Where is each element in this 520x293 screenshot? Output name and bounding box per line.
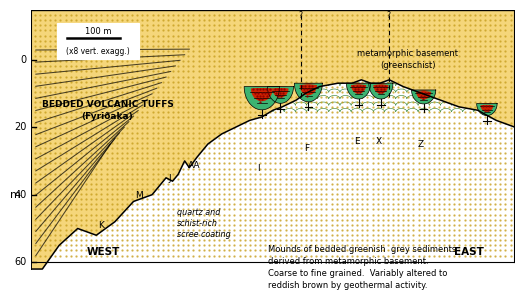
Text: 0: 0 — [20, 54, 27, 64]
Polygon shape — [351, 83, 366, 94]
Text: F: F — [304, 144, 309, 153]
Polygon shape — [31, 10, 515, 110]
Text: AA: AA — [187, 161, 200, 170]
Text: X: X — [375, 137, 382, 146]
Polygon shape — [244, 86, 280, 110]
Text: EAST: EAST — [454, 247, 484, 257]
Text: 20: 20 — [14, 122, 27, 132]
Polygon shape — [294, 83, 322, 102]
Text: 40: 40 — [15, 190, 27, 200]
Polygon shape — [416, 90, 431, 100]
Text: Z: Z — [417, 140, 423, 149]
Text: m: m — [10, 190, 21, 200]
Polygon shape — [272, 86, 289, 98]
Text: quartz and
schist-rich
scree coating: quartz and schist-rich scree coating — [177, 208, 231, 239]
Text: M: M — [135, 191, 143, 200]
Polygon shape — [267, 86, 293, 103]
Text: K: K — [98, 222, 104, 231]
Text: (x8 vert. exagg.): (x8 vert. exagg.) — [66, 47, 130, 56]
Text: ?: ? — [386, 11, 391, 20]
Text: ?: ? — [298, 11, 302, 20]
Polygon shape — [477, 103, 497, 115]
Polygon shape — [346, 83, 371, 99]
Polygon shape — [480, 103, 493, 112]
Polygon shape — [411, 90, 436, 104]
Text: J: J — [169, 174, 172, 183]
Text: Mounds of bedded greenish  grey sediments
derived from metamorphic basement.
Coa: Mounds of bedded greenish grey sediments… — [268, 246, 457, 290]
Text: E: E — [354, 137, 359, 146]
Polygon shape — [31, 10, 515, 269]
Text: 100 m: 100 m — [85, 27, 111, 36]
Text: BEDDED VOLCANIC TUFFS
(Fyriðaka): BEDDED VOLCANIC TUFFS (Fyriðaka) — [42, 100, 173, 121]
Text: metamorphic basement
(greenschist): metamorphic basement (greenschist) — [357, 50, 458, 69]
Polygon shape — [373, 83, 388, 94]
Bar — [57, 23, 139, 59]
Text: WEST: WEST — [87, 247, 120, 257]
Polygon shape — [251, 86, 273, 101]
Text: 60: 60 — [15, 257, 27, 267]
Polygon shape — [300, 83, 317, 95]
Text: I: I — [257, 164, 260, 173]
Polygon shape — [369, 83, 393, 99]
